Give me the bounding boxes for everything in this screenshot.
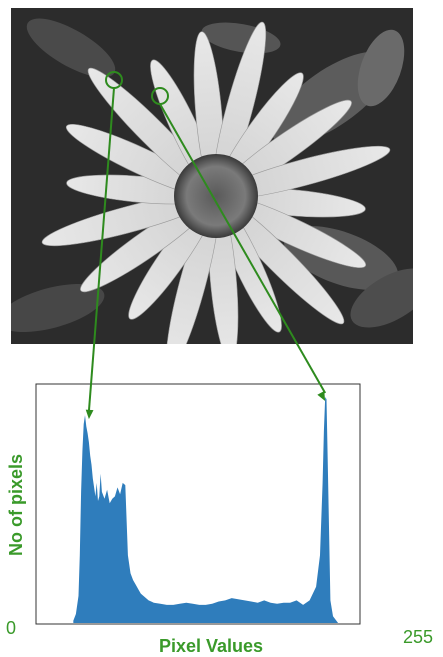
arrowhead bbox=[317, 391, 326, 401]
y-axis-label: No of pixels bbox=[6, 454, 26, 556]
x-axis-label: Pixel Values bbox=[159, 636, 263, 656]
histogram-series bbox=[73, 397, 339, 623]
annotation-arrow-line bbox=[87, 87, 115, 412]
grayscale-flower-photo bbox=[11, 8, 413, 344]
x-tick-min: 0 bbox=[6, 618, 16, 638]
sample-circle bbox=[151, 87, 169, 105]
sample-circle bbox=[105, 71, 123, 89]
annotation-arrow-line bbox=[159, 103, 327, 394]
annotations bbox=[85, 71, 327, 420]
x-tick-max: 255 bbox=[403, 627, 433, 647]
flower-center bbox=[174, 154, 258, 238]
arrowhead bbox=[85, 409, 94, 420]
